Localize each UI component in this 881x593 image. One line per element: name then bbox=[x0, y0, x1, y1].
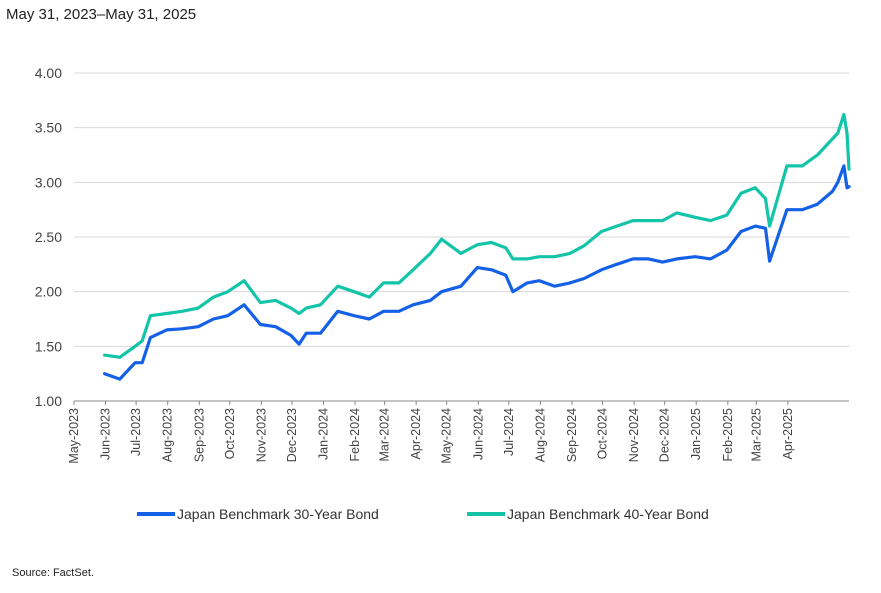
series-line bbox=[102, 164, 851, 381]
x-tick-label: Aug-2024 bbox=[533, 408, 547, 462]
source-note: Source: FactSet. bbox=[12, 567, 94, 579]
x-tick-label: Apr-2025 bbox=[781, 408, 795, 459]
series-line bbox=[102, 112, 851, 359]
x-tick-label: Jan-2025 bbox=[689, 408, 703, 460]
y-tick-label: 2.50 bbox=[35, 229, 62, 245]
x-tick-label: Feb-2024 bbox=[348, 408, 362, 462]
y-tick-label: 4.00 bbox=[35, 65, 62, 81]
x-tick-label: Nov-2024 bbox=[627, 408, 641, 462]
gridlines bbox=[74, 72, 849, 402]
x-tick-label: May-2023 bbox=[67, 408, 81, 464]
x-tick-label: Oct-2023 bbox=[223, 408, 237, 459]
x-tick-label: May-2024 bbox=[440, 408, 454, 464]
x-tick-label: Dec-2024 bbox=[658, 408, 672, 462]
x-tick-label: Nov-2023 bbox=[254, 408, 268, 462]
x-tick-label: Jul-2023 bbox=[129, 408, 143, 456]
y-tick-label: 2.00 bbox=[35, 284, 62, 300]
x-tick-label: Apr-2024 bbox=[409, 408, 423, 459]
y-tick-label: 1.50 bbox=[35, 338, 62, 354]
y-tick-label: 1.00 bbox=[35, 393, 62, 409]
series-lines bbox=[102, 112, 851, 381]
legend: Japan Benchmark 30-Year Bond Japan Benchm… bbox=[137, 506, 709, 522]
x-tick-label: Jul-2024 bbox=[502, 408, 516, 456]
y-tick-label: 3.50 bbox=[35, 120, 62, 136]
x-tick-label: Mar-2024 bbox=[378, 408, 392, 462]
x-tick-label: Feb-2025 bbox=[721, 408, 735, 462]
x-axis-ticks: May-2023 Jun-2023 Jul-2023 Aug-2023 Sep-2023… bbox=[67, 401, 795, 464]
x-tick-label: Mar-2025 bbox=[749, 408, 763, 462]
x-tick-label: Dec-2023 bbox=[285, 408, 299, 462]
y-tick-label: 3.00 bbox=[35, 174, 62, 190]
y-axis-ticks: 1.00 1.50 2.00 2.50 3.00 3.50 4.00 bbox=[35, 65, 62, 409]
x-tick-label: Oct-2024 bbox=[596, 408, 610, 459]
x-tick-label: Jan-2024 bbox=[317, 408, 331, 460]
legend-label: Japan Benchmark 40-Year Bond bbox=[507, 506, 709, 522]
x-tick-label: Jun-2024 bbox=[471, 408, 485, 460]
x-tick-label: Jun-2023 bbox=[99, 408, 113, 460]
x-tick-label: Aug-2023 bbox=[161, 408, 175, 462]
x-tick-label: Sep-2024 bbox=[565, 408, 579, 462]
x-tick-label: Sep-2023 bbox=[192, 408, 206, 462]
legend-label: Japan Benchmark 30-Year Bond bbox=[177, 506, 379, 522]
chart-subtitle: May 31, 2023–May 31, 2025 bbox=[6, 6, 197, 23]
